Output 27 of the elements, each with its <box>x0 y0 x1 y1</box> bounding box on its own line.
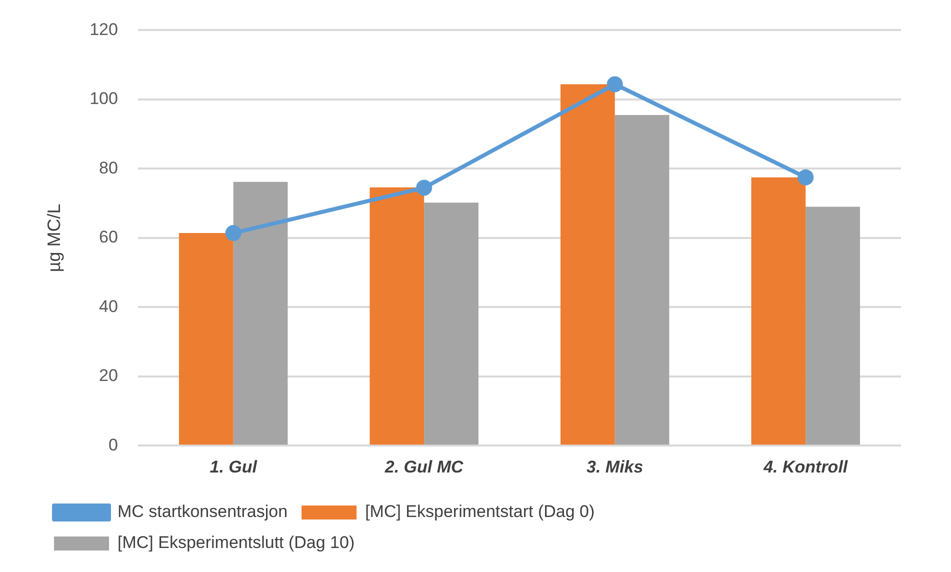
point <box>798 169 814 186</box>
legend-label: [MC] Eksperimentstart (Dag 0) <box>365 502 595 522</box>
x-tick-label: 1. Gul <box>210 457 258 476</box>
y-tick-label: 40 <box>99 296 118 316</box>
x-tick-label: 4. Kontroll <box>762 457 849 476</box>
x-tick-label: 3. Miks <box>586 457 644 476</box>
legend-label: [MC] Eksperimentslutt (Dag 10) <box>118 533 355 552</box>
y-axis-title: µg MC/L <box>44 204 64 272</box>
point <box>225 225 242 242</box>
y-tick-label: 100 <box>90 89 118 108</box>
x-tick-label: 2. Gul MC <box>384 457 464 476</box>
y-tick-label: 80 <box>99 158 118 178</box>
point <box>416 180 432 196</box>
bar <box>751 177 806 445</box>
y-tick-label: 20 <box>99 366 118 386</box>
bar <box>370 187 424 445</box>
bar <box>424 202 478 445</box>
y-tick-label: 0 <box>108 435 118 454</box>
y-tick-label: 120 <box>90 20 118 39</box>
point <box>606 76 623 92</box>
bar <box>560 84 615 445</box>
y-tick-label: 60 <box>99 228 118 247</box>
bar <box>178 233 234 445</box>
legend-label: MC startkonsentrasjon <box>118 502 288 522</box>
bar <box>614 115 670 445</box>
bar <box>806 206 860 445</box>
bar <box>233 182 288 445</box>
